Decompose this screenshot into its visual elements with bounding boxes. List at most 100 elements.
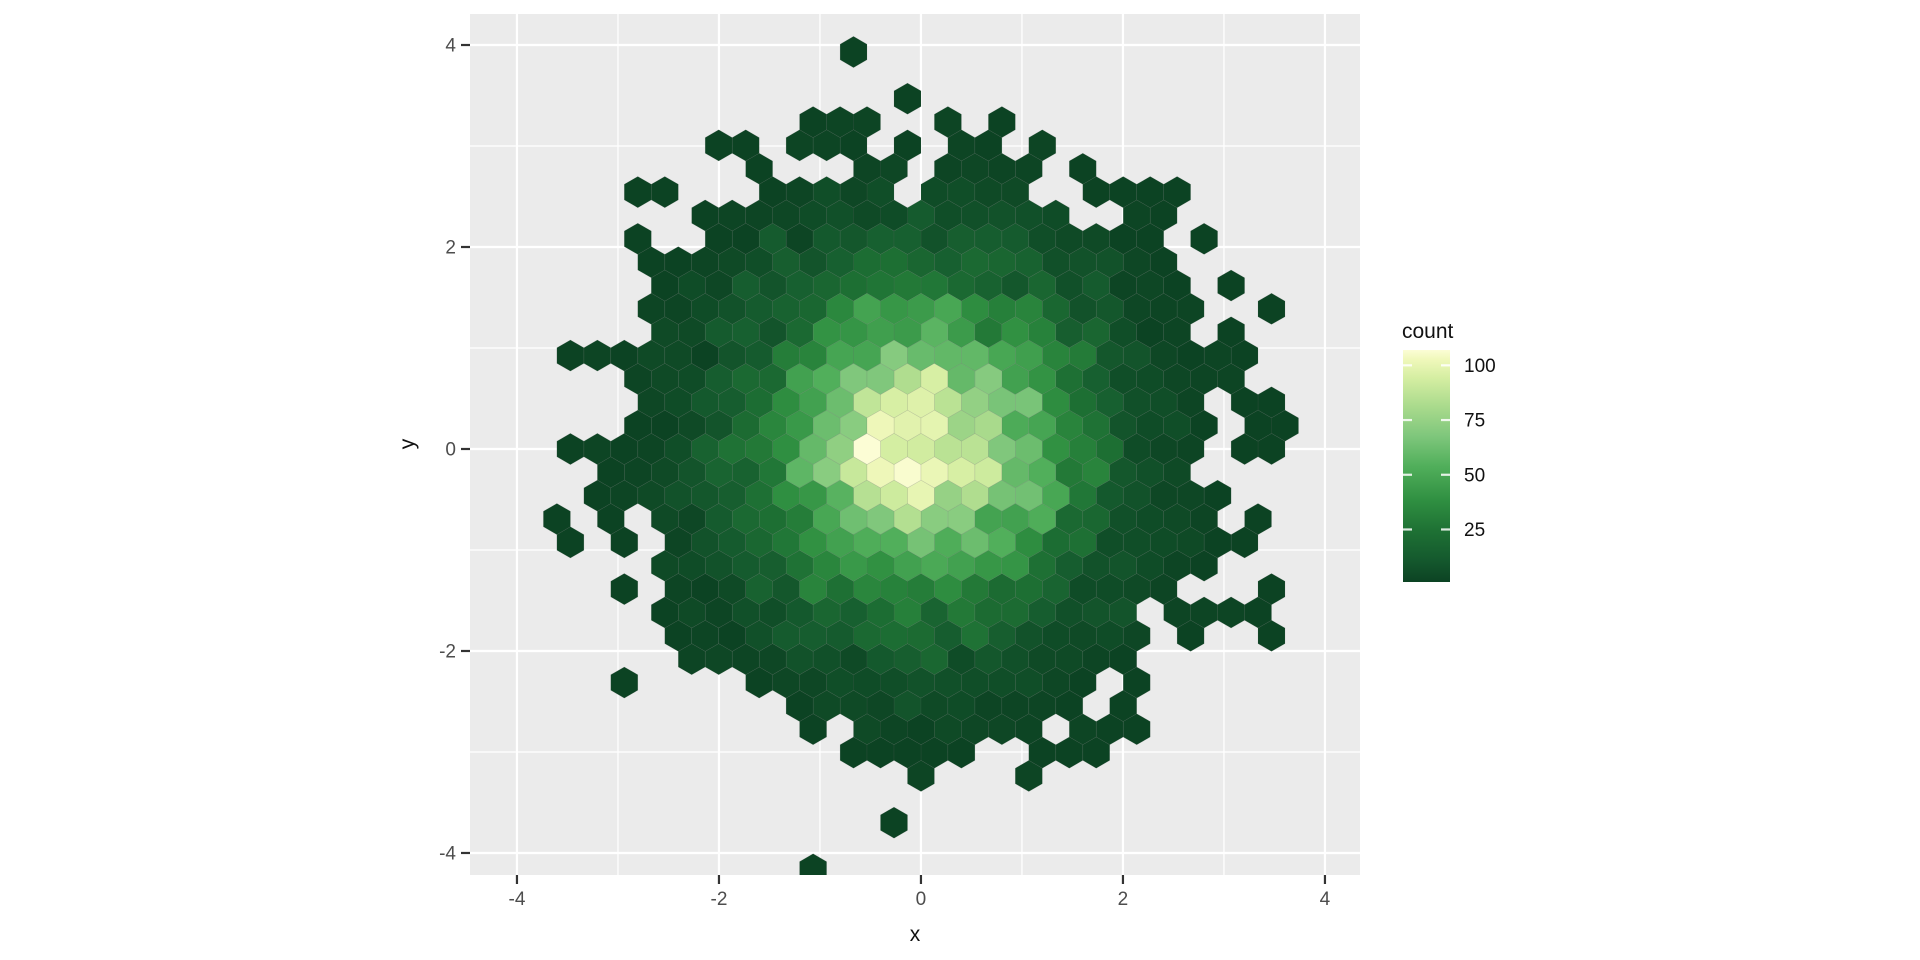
legend-break-label: 100: [1464, 356, 1496, 377]
hex-cell: [1028, 222, 1057, 255]
x-axis-tick-label: -2: [711, 889, 728, 910]
hex-cell: [610, 573, 639, 606]
legend-break-label: 75: [1464, 411, 1485, 432]
hex-cell: [637, 292, 666, 325]
hexbin-layer: [543, 36, 1299, 875]
hex-cell: [934, 106, 962, 138]
hex-cell: [691, 573, 720, 606]
hex-cell: [1257, 619, 1286, 652]
legend-title: count: [1402, 320, 1454, 343]
hex-cell: [772, 386, 800, 419]
hex-cell: [799, 713, 827, 746]
hex-cell: [961, 386, 989, 419]
hex-cell: [1217, 269, 1245, 302]
hex-cell: [623, 176, 652, 209]
hex-cell: [839, 596, 868, 629]
hex-cell: [1082, 643, 1110, 676]
x-axis-title: x: [910, 923, 921, 946]
y-axis-tick-label: -2: [439, 641, 456, 662]
hex-cell: [1136, 176, 1164, 209]
hex-cell: [880, 526, 908, 559]
hex-cell: [1069, 152, 1097, 185]
hex-cell: [907, 386, 935, 419]
hex-cell: [826, 666, 854, 699]
hex-cell: [1069, 479, 1097, 512]
hex-cell: [839, 36, 868, 68]
hex-cell: [758, 316, 787, 349]
axis-tick-marks: [461, 43, 1327, 884]
legend-tick-marks: [1403, 364, 1450, 531]
hex-cell: [1203, 479, 1232, 512]
hex-cell: [853, 152, 881, 185]
hex-cell: [1122, 619, 1151, 652]
hex-cell: [812, 316, 841, 349]
legend-break-label: 25: [1464, 520, 1485, 541]
hex-cell: [880, 292, 908, 325]
x-axis-tick-label: 2: [1118, 889, 1129, 910]
hex-cell: [623, 409, 652, 442]
hex-cell: [839, 549, 868, 582]
hex-cell: [947, 736, 976, 769]
hex-cell: [893, 129, 922, 162]
hex-cell: [1042, 526, 1070, 559]
hex-cell: [785, 503, 814, 535]
hex-cell: [893, 82, 922, 115]
hex-cell: [1122, 713, 1151, 746]
hex-cell: [556, 526, 585, 559]
hex-cell: [934, 619, 962, 652]
hex-cell: [610, 479, 639, 512]
hex-cell: [772, 619, 800, 652]
hex-cell: [853, 339, 881, 372]
hex-cell: [1190, 222, 1218, 255]
hex-cell: [758, 176, 787, 209]
axis-tick-labels: -4 -2 0 2 4 -4 -2 0 2 4: [439, 36, 1331, 910]
hex-cell: [866, 456, 895, 489]
hex-cell: [1028, 596, 1057, 629]
hex-cell: [988, 152, 1016, 185]
hex-cell: [893, 736, 922, 769]
hex-cell: [1001, 689, 1030, 722]
hex-cell: [934, 152, 962, 185]
hex-cell: [1190, 409, 1218, 442]
y-axis-tick-label: -4: [439, 843, 456, 864]
hex-cell: [826, 433, 854, 465]
y-axis-tick-label: 4: [445, 36, 456, 57]
hex-cell: [718, 619, 747, 652]
hex-cell: [718, 433, 747, 465]
hex-cell: [1176, 339, 1205, 372]
hex-cell: [1001, 316, 1030, 349]
y-axis-tick-label: 0: [445, 439, 456, 460]
hex-cell: [826, 386, 854, 419]
hex-cell: [1109, 456, 1137, 489]
legend: count 100 75 50 25: [1402, 320, 1496, 582]
hex-cell: [1082, 409, 1110, 442]
hex-cell: [1244, 503, 1272, 535]
hex-cell: [704, 129, 733, 162]
hex-cell: [704, 222, 733, 255]
hex-cell: [1055, 736, 1084, 769]
hex-cell: [853, 246, 881, 279]
hex-cell: [934, 479, 962, 512]
x-axis-tick-label: 4: [1320, 889, 1331, 910]
hex-cell: [907, 199, 935, 232]
hex-cell: [799, 573, 827, 606]
hex-cell: [556, 433, 585, 465]
hex-cell: [1122, 386, 1151, 419]
hex-cell: [610, 526, 639, 559]
hex-cell: [974, 269, 1003, 302]
legend-break-label: 50: [1464, 465, 1485, 486]
hex-cell: [1014, 760, 1043, 792]
hex-cell: [664, 526, 693, 559]
hex-cell: [1055, 689, 1084, 722]
hex-cell: [1257, 292, 1286, 325]
hex-cell: [1136, 316, 1164, 349]
y-axis-tick-label: 2: [445, 238, 456, 259]
hex-cell: [880, 806, 908, 839]
hex-cell: [1203, 526, 1232, 559]
legend-labels: 100 75 50 25: [1464, 356, 1496, 541]
hex-cell: [1028, 129, 1057, 162]
x-axis-tick-label: -4: [509, 889, 526, 910]
hex-cell: [1136, 222, 1164, 255]
